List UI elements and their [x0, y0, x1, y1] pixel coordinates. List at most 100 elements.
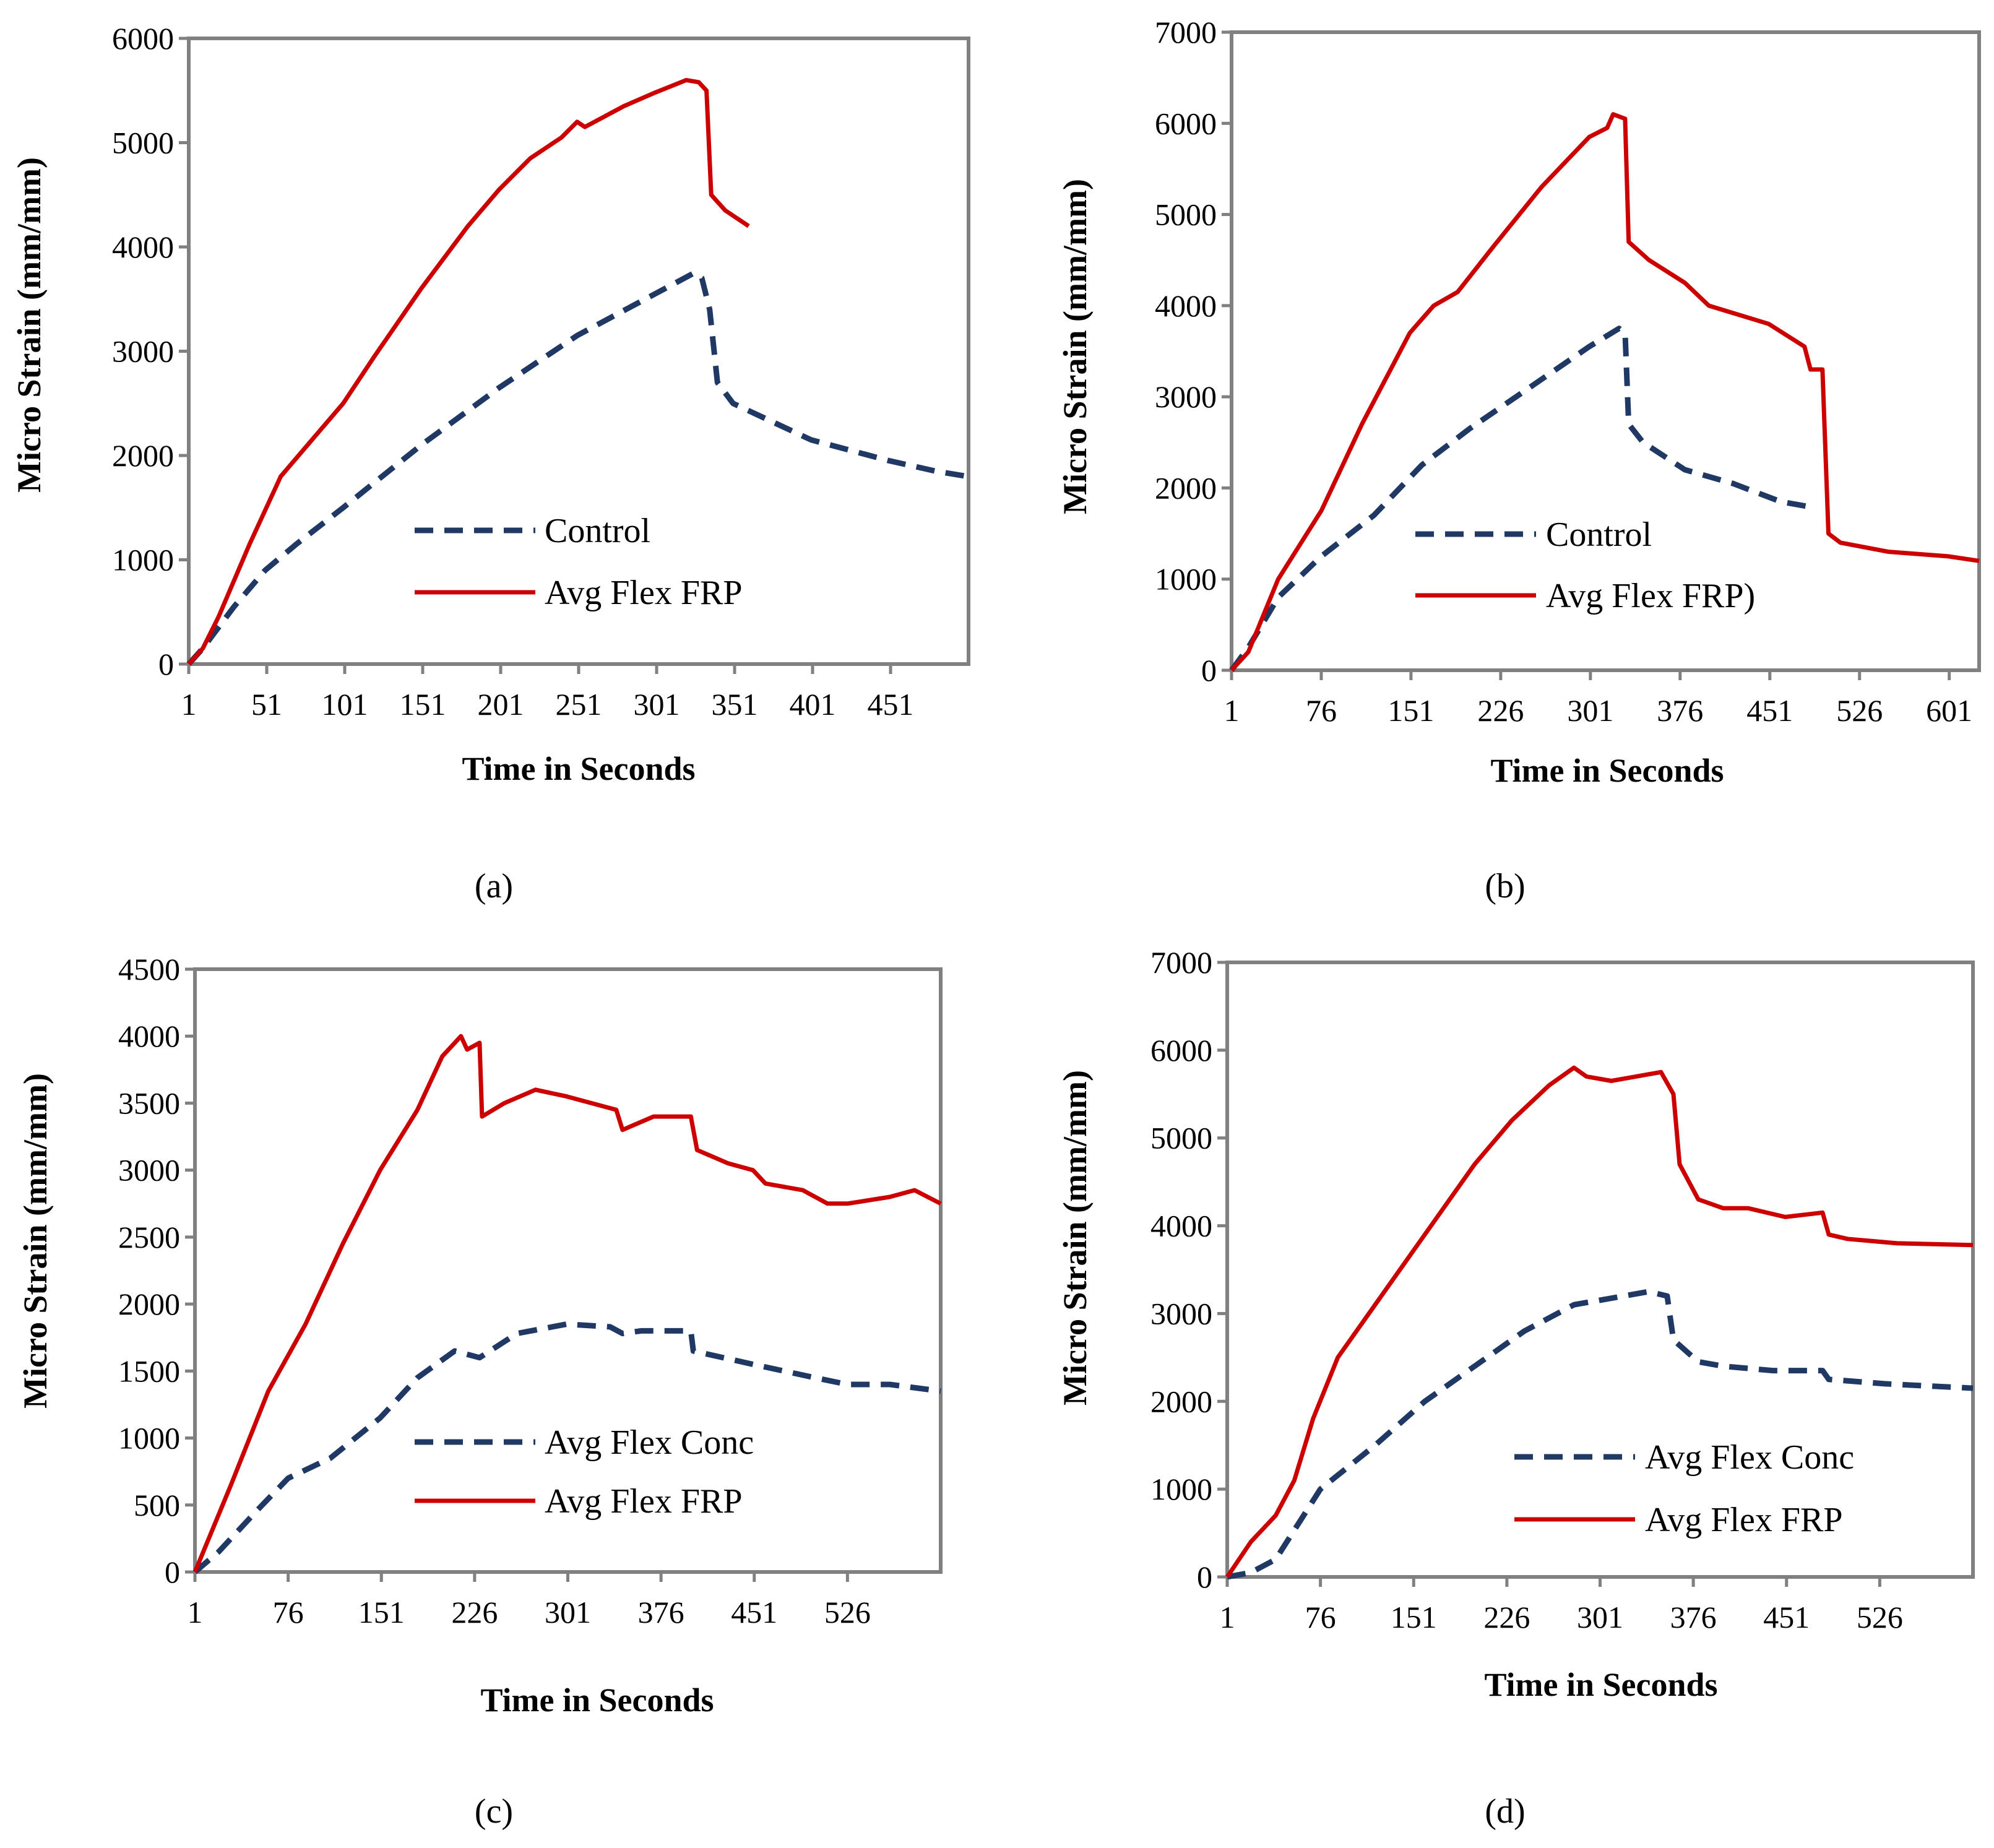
y-tick-label-a: 2000	[112, 438, 174, 473]
y-tick-label-a: 1000	[112, 543, 174, 577]
y-tick-label-b: 4000	[1155, 288, 1217, 323]
legend-label-conc-d: Avg Flex Conc	[1645, 1438, 1854, 1477]
x-tick-label-d: 1	[1220, 1600, 1235, 1634]
x-tick-label-b: 376	[1657, 693, 1703, 728]
y-tick-label-d: 1000	[1150, 1472, 1212, 1506]
x-tick-label-c: 76	[273, 1595, 304, 1630]
y-tick-label-c: 1500	[118, 1354, 180, 1388]
panel-caption-c: (c)	[475, 1792, 513, 1831]
x-tick-label-c: 226	[451, 1595, 498, 1630]
x-tick-label-a: 451	[868, 687, 914, 722]
y-tick-label-b: 1000	[1155, 562, 1217, 597]
legend-label-conc-c: Avg Flex Conc	[545, 1423, 754, 1462]
series-line-d-solid	[1225, 1065, 1974, 1578]
legend-d: Avg Flex Conc Avg Flex FRP	[1514, 1438, 1854, 1539]
legend-c: Avg Flex Conc Avg Flex FRP	[415, 1423, 754, 1521]
y-tick-label-c: 2500	[118, 1220, 180, 1254]
chart-panel-d: 0 1000 2000 3000 4000 5000 6000 7000 1 76 151 226 30…	[1056, 945, 1975, 1831]
y-tick-label-a: 5000	[112, 126, 174, 160]
legend-label-frp-c: Avg Flex FRP	[545, 1482, 742, 1521]
y-tick-label-d: 5000	[1150, 1121, 1212, 1155]
series-line-a-dashed	[186, 270, 968, 667]
legend-label-control-a: Control	[545, 512, 650, 550]
y-tick-label-a: 6000	[112, 21, 174, 56]
chart-panel-c: 0 500 1000 1500 2000 2500 3000 3500 4000 4500 1 76 1…	[17, 952, 943, 1831]
x-tick-label-c: 151	[358, 1595, 405, 1630]
x-tick-label-d: 301	[1577, 1600, 1623, 1634]
x-tick-label-a: 51	[251, 687, 282, 722]
legend-label-frp-b: Avg Flex FRP)	[1546, 577, 1755, 615]
x-tick-label-b: 601	[1926, 693, 1972, 728]
series-line-c-solid	[192, 1034, 942, 1573]
series-line-a-solid	[187, 77, 750, 666]
y-axis-title-d: Micro Strain (mm/mm)	[1056, 1070, 1094, 1405]
y-tick-label-d: 7000	[1150, 945, 1212, 980]
y-tick-label-c: 500	[134, 1488, 180, 1522]
y-tick-label-c: 4500	[118, 952, 180, 987]
x-tick-label-b: 301	[1567, 693, 1613, 728]
y-tick-label-d: 2000	[1150, 1384, 1212, 1418]
x-tick-label-a: 401	[790, 687, 836, 722]
y-tick-label-b: 5000	[1155, 197, 1217, 232]
x-tick-label-c: 1	[188, 1595, 203, 1630]
y-tick-label-d: 6000	[1150, 1033, 1212, 1068]
x-tick-label-c: 301	[545, 1595, 591, 1630]
x-tick-label-c: 451	[731, 1595, 777, 1630]
x-tick-label-c: 526	[824, 1595, 871, 1630]
series-line-b-dashed	[1229, 326, 1817, 672]
legend-b: Control Avg Flex FRP)	[1415, 516, 1755, 615]
x-tick-label-a: 301	[634, 687, 680, 722]
x-tick-label-b: 226	[1477, 693, 1524, 728]
legend-label-frp-d: Avg Flex FRP	[1645, 1501, 1842, 1539]
chart-panel-b: 0 1000 2000 3000 4000 5000 6000 7000 1 76 151 226 30…	[1056, 15, 1981, 905]
x-tick-label-a: 151	[400, 687, 446, 722]
x-axis-title-d: Time in Seconds	[1484, 1666, 1717, 1703]
x-tick-label-a: 201	[478, 687, 524, 722]
x-tick-label-a: 101	[322, 687, 368, 722]
x-tick-label-b: 151	[1388, 693, 1434, 728]
plot-frame-b	[1230, 30, 1981, 672]
y-tick-label-c: 3500	[118, 1086, 180, 1120]
x-tick-label-d: 376	[1670, 1600, 1717, 1634]
y-tick-label-c: 2000	[118, 1287, 180, 1321]
legend-label-frp-a: Avg Flex FRP	[545, 574, 742, 612]
x-axis-title-b: Time in Seconds	[1490, 752, 1724, 789]
x-tick-label-d: 76	[1305, 1600, 1336, 1634]
y-tick-label-b: 0	[1201, 653, 1217, 688]
y-tick-label-b: 7000	[1155, 15, 1217, 50]
x-tick-label-b: 1	[1224, 693, 1240, 728]
x-tick-label-a: 351	[712, 687, 758, 722]
x-tick-label-d: 526	[1857, 1600, 1903, 1634]
x-tick-label-a: 1	[181, 687, 197, 722]
x-tick-label-b: 76	[1306, 693, 1337, 728]
x-tick-label-b: 526	[1836, 693, 1883, 728]
y-tick-label-d: 0	[1197, 1560, 1212, 1594]
y-axis-title-c: Micro Strain (mm/mm)	[17, 1073, 54, 1409]
y-tick-label-a: 0	[158, 647, 174, 681]
plot-area-c: 0 500 1000 1500 2000 2500 3000 3500 4000 4500 1 76 1…	[118, 952, 943, 1630]
x-tick-label-d: 151	[1391, 1600, 1437, 1634]
x-axis-title-c: Time in Seconds	[480, 1682, 714, 1719]
x-tick-label-b: 451	[1746, 693, 1793, 728]
y-tick-label-a: 4000	[112, 230, 174, 264]
series-line-b-solid	[1230, 112, 1980, 672]
legend-a: Control Avg Flex FRP	[415, 512, 742, 612]
y-tick-label-c: 0	[165, 1555, 180, 1589]
legend-label-control-b: Control	[1546, 516, 1652, 554]
y-tick-label-c: 3000	[118, 1153, 180, 1188]
y-tick-label-b: 6000	[1155, 106, 1217, 140]
x-tick-label-c: 376	[638, 1595, 684, 1630]
y-axis-title-b: Micro Strain (mm/mm)	[1056, 179, 1094, 514]
y-axis-title-a: Micro Strain (mm/mm)	[11, 157, 48, 493]
y-tick-label-d: 4000	[1150, 1209, 1212, 1243]
x-tick-label-a: 251	[556, 687, 602, 722]
series-line-c-dashed	[193, 1321, 941, 1574]
x-tick-label-d: 451	[1763, 1600, 1810, 1634]
y-tick-label-b: 3000	[1155, 379, 1217, 414]
panel-caption-a: (a)	[475, 867, 513, 905]
panel-caption-d: (d)	[1485, 1792, 1525, 1831]
plot-area-d: 0 1000 2000 3000 4000 5000 6000 7000 1 76 151 226 30…	[1150, 945, 1975, 1634]
